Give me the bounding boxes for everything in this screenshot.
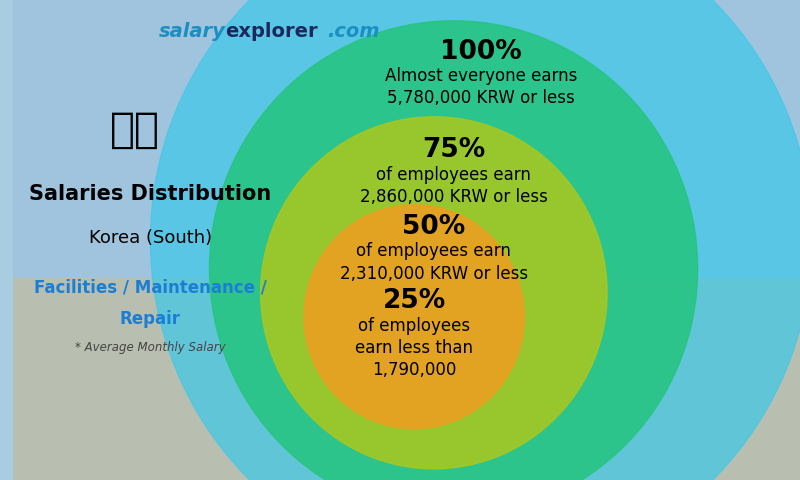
- Text: Facilities / Maintenance /: Facilities / Maintenance /: [34, 279, 267, 297]
- Text: * Average Monthly Salary: * Average Monthly Salary: [75, 341, 226, 355]
- Text: 50%: 50%: [402, 214, 466, 240]
- Text: of employees earn
2,860,000 KRW or less: of employees earn 2,860,000 KRW or less: [360, 166, 547, 206]
- Bar: [13, 0, 800, 278]
- Text: salary: salary: [158, 22, 226, 41]
- Ellipse shape: [150, 0, 800, 480]
- Ellipse shape: [304, 205, 525, 429]
- Text: Almost everyone earns
5,780,000 KRW or less: Almost everyone earns 5,780,000 KRW or l…: [385, 67, 578, 108]
- Text: .com: .com: [327, 22, 380, 41]
- Text: 25%: 25%: [382, 288, 446, 314]
- Text: 🇰🇷: 🇰🇷: [110, 108, 160, 151]
- Bar: [13, 278, 800, 480]
- Text: Repair: Repair: [120, 310, 181, 328]
- Text: 100%: 100%: [440, 39, 522, 65]
- Text: of employees earn
2,310,000 KRW or less: of employees earn 2,310,000 KRW or less: [340, 242, 528, 283]
- Text: Salaries Distribution: Salaries Distribution: [30, 184, 271, 204]
- Text: of employees
earn less than
1,790,000: of employees earn less than 1,790,000: [355, 317, 473, 379]
- Ellipse shape: [261, 117, 607, 469]
- Ellipse shape: [210, 21, 698, 480]
- Text: explorer: explorer: [226, 22, 318, 41]
- Text: 75%: 75%: [422, 137, 485, 163]
- Text: Korea (South): Korea (South): [89, 228, 212, 247]
